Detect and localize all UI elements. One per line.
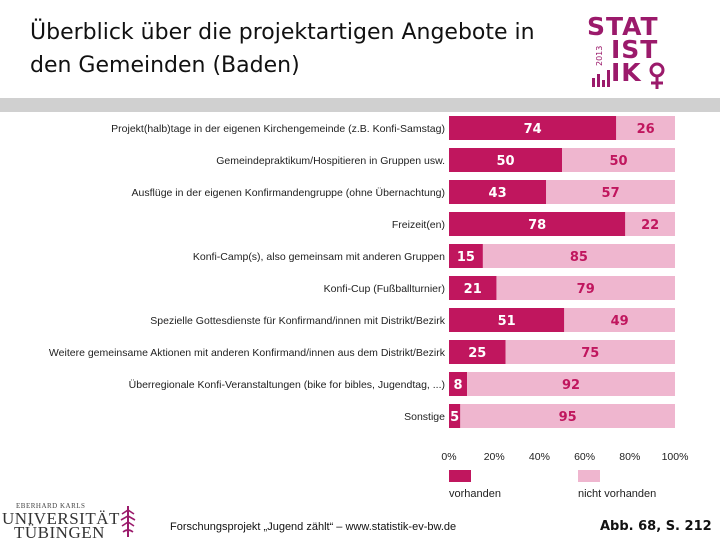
category-label: Gemeindepraktikum/Hospitieren in Gruppen… xyxy=(216,155,445,167)
data-label-vorhanden: 78 xyxy=(528,218,546,233)
data-label-vorhanden: 43 xyxy=(489,186,507,201)
university-top-line: EBERHARD KARLS xyxy=(16,502,86,510)
page-title: Überblick über die projektartigen Angebo… xyxy=(30,20,535,78)
category-label: Freizeit(en) xyxy=(392,219,445,231)
data-label-nicht-vorhanden: 26 xyxy=(637,122,655,137)
logo-year: 2013 xyxy=(595,45,604,66)
bar-nicht-vorhanden xyxy=(460,404,675,428)
logo-word-line2: IST xyxy=(611,35,659,64)
bar-vorhanden xyxy=(449,308,565,332)
bar-vorhanden xyxy=(449,180,547,204)
data-label-nicht-vorhanden: 85 xyxy=(570,250,588,265)
data-label-nicht-vorhanden: 50 xyxy=(609,154,627,169)
bar-vorhanden xyxy=(449,276,497,300)
category-label: Konfi-Camp(s), also gemeinsam mit andere… xyxy=(193,251,445,263)
data-label-vorhanden: 5 xyxy=(450,410,459,425)
legend-swatch-nicht-vorhanden xyxy=(578,470,600,482)
category-label: Ausflüge in der eigenen Konfirmandengrup… xyxy=(132,187,445,199)
project-footer-text: Forschungsprojekt „Jugend zählt“ – www.s… xyxy=(170,521,457,533)
data-label-nicht-vorhanden: 49 xyxy=(611,314,629,329)
divider-bar xyxy=(0,98,720,112)
data-label-vorhanden: 8 xyxy=(454,378,463,393)
bar-vorhanden xyxy=(449,372,468,396)
data-label-nicht-vorhanden: 92 xyxy=(562,378,580,393)
bar-nicht-vorhanden xyxy=(562,148,675,172)
university-crest-icon xyxy=(120,506,136,537)
data-label-vorhanden: 15 xyxy=(457,250,475,265)
category-label: Weitere gemeinsame Aktionen mit anderen … xyxy=(49,347,446,359)
data-label-vorhanden: 51 xyxy=(498,314,516,329)
category-label: Projekt(halb)tage in der eigenen Kirchen… xyxy=(111,123,445,135)
statistik-logo: STAT IST IK 2013 xyxy=(583,14,673,94)
x-tick-label: 60% xyxy=(574,451,595,463)
bar-nicht-vorhanden xyxy=(625,212,675,236)
category-label: Spezielle Gottesdienste für Konfirmand/i… xyxy=(150,315,445,327)
stacked-bar-chart: Projekt(halb)tage in der eigenen Kirchen… xyxy=(49,116,689,500)
university-bottom-line: TÜBINGEN xyxy=(14,523,105,542)
data-label-nicht-vorhanden: 22 xyxy=(641,218,659,233)
data-label-nicht-vorhanden: 95 xyxy=(559,410,577,425)
category-label: Konfi-Cup (Fußballturnier) xyxy=(324,283,445,295)
bar-nicht-vorhanden xyxy=(616,116,675,140)
logo-word-line1: STAT xyxy=(587,12,659,41)
cross-circle-icon xyxy=(649,62,665,89)
bar-nicht-vorhanden xyxy=(482,244,675,268)
logo-word-line3: IK xyxy=(611,58,642,87)
data-label-vorhanden: 21 xyxy=(464,282,482,297)
bar-vorhanden xyxy=(449,404,461,428)
bar-nicht-vorhanden xyxy=(467,372,675,396)
bar-nicht-vorhanden xyxy=(546,180,675,204)
legend-label-vorhanden: vorhanden xyxy=(449,488,501,500)
data-label-nicht-vorhanden: 79 xyxy=(577,282,595,297)
data-label-nicht-vorhanden: 57 xyxy=(602,186,620,201)
bar-vorhanden xyxy=(449,116,617,140)
data-label-vorhanden: 50 xyxy=(496,154,514,169)
x-tick-label: 0% xyxy=(441,451,456,463)
university-mid-line: UNIVERSITÄT xyxy=(2,509,120,528)
bar-vorhanden xyxy=(449,340,506,364)
data-label-vorhanden: 74 xyxy=(524,122,542,137)
bar-graph-icon xyxy=(592,70,610,87)
figure-reference: Abb. 68, S. 212 xyxy=(600,519,712,534)
x-tick-label: 80% xyxy=(619,451,640,463)
x-tick-label: 40% xyxy=(529,451,550,463)
data-label-vorhanden: 25 xyxy=(468,346,486,361)
category-label: Überregionale Konfi-Veranstaltungen (bik… xyxy=(129,379,445,391)
category-label: Sonstige xyxy=(404,411,445,423)
legend-label-nicht-vorhanden: nicht vorhanden xyxy=(578,488,656,500)
legend-swatch-vorhanden xyxy=(449,470,471,482)
bar-nicht-vorhanden xyxy=(564,308,675,332)
bar-vorhanden xyxy=(449,244,483,268)
bar-nicht-vorhanden xyxy=(505,340,675,364)
bar-vorhanden xyxy=(449,148,562,172)
bar-nicht-vorhanden xyxy=(496,276,675,300)
x-tick-label: 100% xyxy=(662,451,689,463)
data-label-nicht-vorhanden: 75 xyxy=(581,346,599,361)
x-tick-label: 20% xyxy=(484,451,505,463)
bar-vorhanden xyxy=(449,212,626,236)
